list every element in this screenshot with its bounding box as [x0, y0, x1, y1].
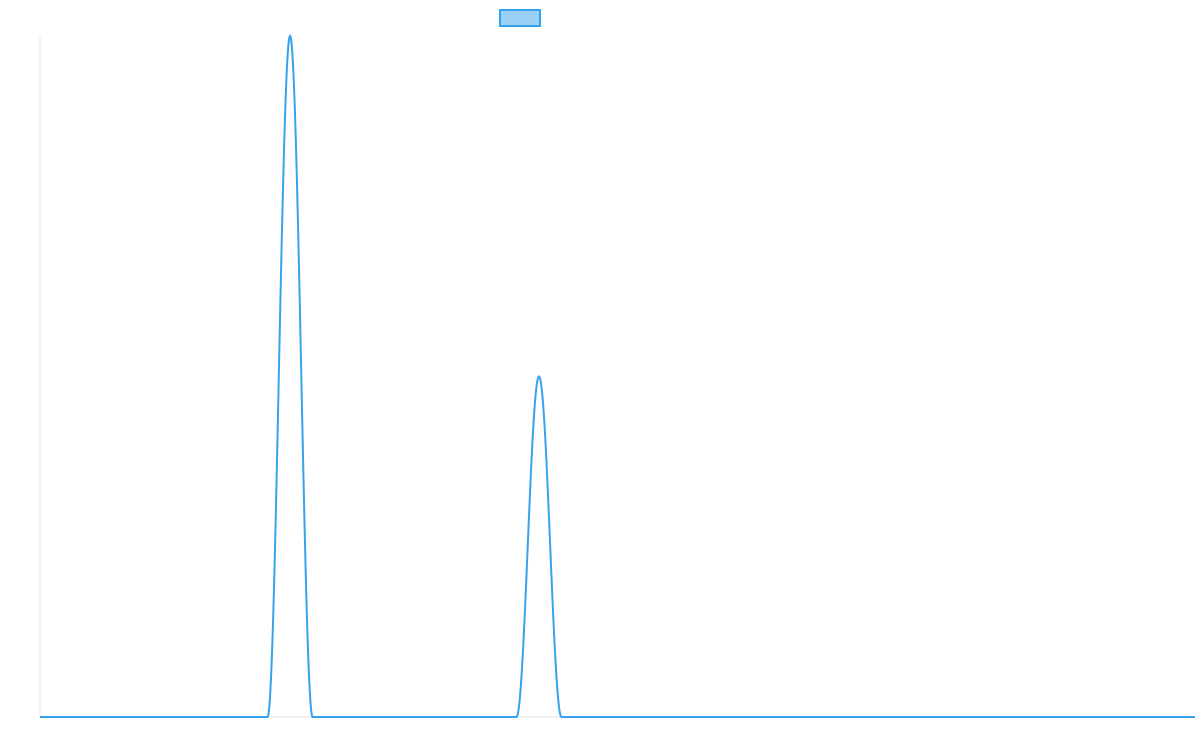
legend[interactable] — [499, 9, 541, 27]
legend-swatch[interactable] — [499, 9, 541, 27]
series-line — [40, 33, 1195, 718]
